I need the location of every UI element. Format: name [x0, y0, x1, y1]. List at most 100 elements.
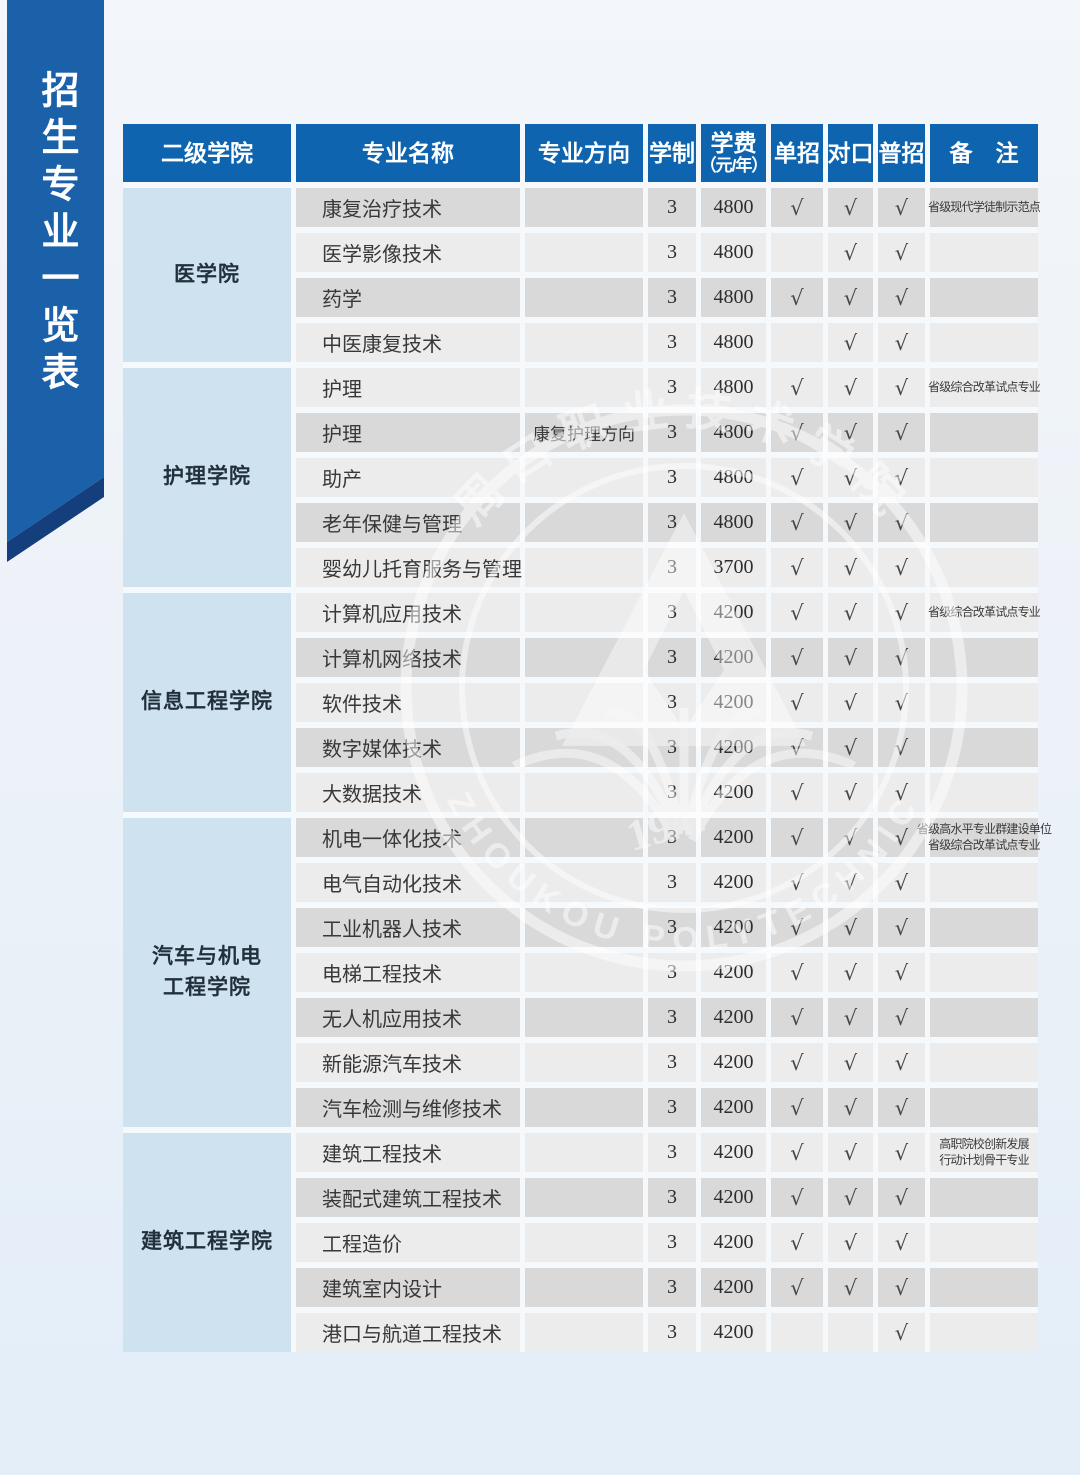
header-cell-duikou: 对口 [828, 124, 874, 182]
major-row: 装配式建筑工程技术 3 4200 √ √ √ [296, 1178, 1038, 1217]
major-direction-cell [525, 1043, 643, 1082]
tuition-cell: 4200 [701, 1178, 766, 1217]
remark-line: 省级综合改革试点专业 [928, 604, 1041, 619]
major-name-cell: 计算机网络技术 [296, 638, 520, 677]
header-cell-puzhao: 普招 [878, 124, 925, 182]
study-years-cell: 3 [648, 773, 696, 812]
major-name-cell: 港口与航道工程技术 [296, 1313, 520, 1352]
remark-cell [930, 413, 1038, 452]
puzhao-check-cell: √ [878, 323, 925, 362]
danzhao-check-cell: √ [771, 1133, 823, 1172]
duikou-check-cell: √ [828, 1088, 873, 1127]
header-label-danzhao: 单招 [774, 139, 820, 166]
tuition-cell: 4200 [701, 638, 766, 677]
major-name-cell: 医学影像技术 [296, 233, 520, 272]
duikou-check-cell: √ [828, 188, 873, 227]
remark-cell: 省级现代学徒制示范点 [928, 188, 1041, 227]
major-row: 电梯工程技术 3 4200 √ √ √ [296, 953, 1038, 992]
puzhao-check-cell: √ [878, 1178, 925, 1217]
remark-line: 高职院校创新发展 [939, 1136, 1029, 1151]
puzhao-check-cell: √ [878, 1133, 925, 1172]
major-name-cell: 婴幼儿托育服务与管理 [296, 548, 522, 587]
duikou-check-cell: √ [828, 863, 873, 902]
remark-cell: 省级综合改革试点专业 [928, 368, 1041, 407]
puzhao-check-cell: √ [878, 683, 925, 722]
danzhao-check-cell: √ [771, 368, 823, 407]
tuition-cell: 3700 [701, 548, 766, 587]
danzhao-check-cell: √ [771, 863, 823, 902]
header-label-direction: 专业方向 [538, 139, 630, 166]
remark-cell [930, 1178, 1038, 1217]
danzhao-check-cell [771, 233, 823, 272]
danzhao-check-cell: √ [771, 773, 823, 812]
puzhao-check-cell: √ [878, 1043, 925, 1082]
study-years-cell: 3 [648, 1268, 696, 1307]
major-name-cell: 机电一体化技术 [296, 818, 520, 857]
duikou-check-cell: √ [828, 1178, 873, 1217]
major-direction-cell [525, 458, 643, 497]
page-title-vertical: 招生专业一览表 [35, 70, 77, 399]
major-direction-cell [525, 323, 643, 362]
remark-cell [930, 953, 1038, 992]
major-name-cell: 计算机应用技术 [296, 593, 520, 632]
puzhao-check-cell: √ [878, 908, 925, 947]
duikou-check-cell: √ [828, 908, 873, 947]
college-group: 医学院 康复治疗技术 3 4800 √ √ √ 省级现代学徒制示范点 医学影像技术 3 4800 √ √… [123, 188, 1041, 362]
major-row: 护理 康复护理方向 3 4800 √ √ √ [296, 413, 1038, 452]
puzhao-check-cell: √ [878, 188, 925, 227]
major-direction-cell [525, 368, 643, 407]
major-name-cell: 建筑工程技术 [296, 1133, 520, 1172]
duikou-check-cell: √ [828, 638, 873, 677]
major-row: 软件技术 3 4200 √ √ √ [296, 683, 1038, 722]
major-name-cell: 护理 [296, 413, 520, 452]
tuition-cell: 4800 [701, 368, 766, 407]
study-years-cell: 3 [648, 1178, 696, 1217]
major-direction-cell [525, 773, 643, 812]
danzhao-check-cell: √ [771, 818, 823, 857]
major-row: 机电一体化技术 3 4200 √ √ √ 省级高水平专业群建设单位 省级综合改革试点专业 [296, 818, 1052, 857]
major-name-cell: 老年保健与管理 [296, 503, 520, 542]
remark-line: 行动计划骨干专业 [939, 1152, 1029, 1167]
remark-cell [930, 728, 1038, 767]
duikou-check-cell: √ [828, 413, 873, 452]
header-label-college: 二级学院 [161, 139, 253, 166]
tuition-cell: 4200 [701, 953, 766, 992]
major-row: 医学影像技术 3 4800 √ √ [296, 233, 1038, 272]
study-years-cell: 3 [648, 638, 696, 677]
puzhao-check-cell: √ [878, 953, 925, 992]
remark-cell [930, 323, 1038, 362]
major-direction-cell [525, 188, 643, 227]
header-cell-college: 二级学院 [123, 124, 291, 182]
study-years-cell: 3 [648, 818, 696, 857]
tuition-cell: 4200 [701, 1043, 766, 1082]
major-direction-cell [525, 818, 643, 857]
major-direction-cell [525, 1313, 643, 1352]
tuition-cell: 4200 [701, 998, 766, 1037]
major-direction-cell [525, 233, 643, 272]
major-row: 药学 3 4800 √ √ √ [296, 278, 1038, 317]
major-name-cell: 康复治疗技术 [296, 188, 520, 227]
major-direction-cell [525, 863, 643, 902]
duikou-check-cell: √ [828, 1133, 873, 1172]
study-years-cell: 3 [648, 368, 696, 407]
puzhao-check-cell: √ [878, 548, 925, 587]
major-name-cell: 汽车检测与维修技术 [296, 1088, 520, 1127]
study-years-cell: 3 [648, 548, 696, 587]
tuition-cell: 4200 [701, 863, 766, 902]
college-rows: 护理 3 4800 √ √ √ 省级综合改革试点专业 护理 康复护理方向 3 4800 √ √ √ 助产 3 4… [296, 368, 1041, 587]
header-cell-major: 专业名称 [296, 124, 520, 182]
header-label-puzhao: 普招 [878, 139, 925, 166]
duikou-check-cell: √ [828, 818, 873, 857]
study-years-cell: 3 [648, 503, 696, 542]
puzhao-check-cell: √ [878, 1223, 925, 1262]
tuition-cell: 4200 [701, 818, 766, 857]
danzhao-check-cell [771, 1313, 823, 1352]
major-row: 新能源汽车技术 3 4200 √ √ √ [296, 1043, 1038, 1082]
tuition-cell: 4200 [701, 1268, 766, 1307]
duikou-check-cell: √ [828, 953, 873, 992]
tuition-cell: 4200 [701, 1088, 766, 1127]
study-years-cell: 3 [648, 683, 696, 722]
tuition-cell: 4200 [701, 1133, 766, 1172]
major-row: 助产 3 4800 √ √ √ [296, 458, 1038, 497]
puzhao-check-cell: √ [878, 458, 925, 497]
